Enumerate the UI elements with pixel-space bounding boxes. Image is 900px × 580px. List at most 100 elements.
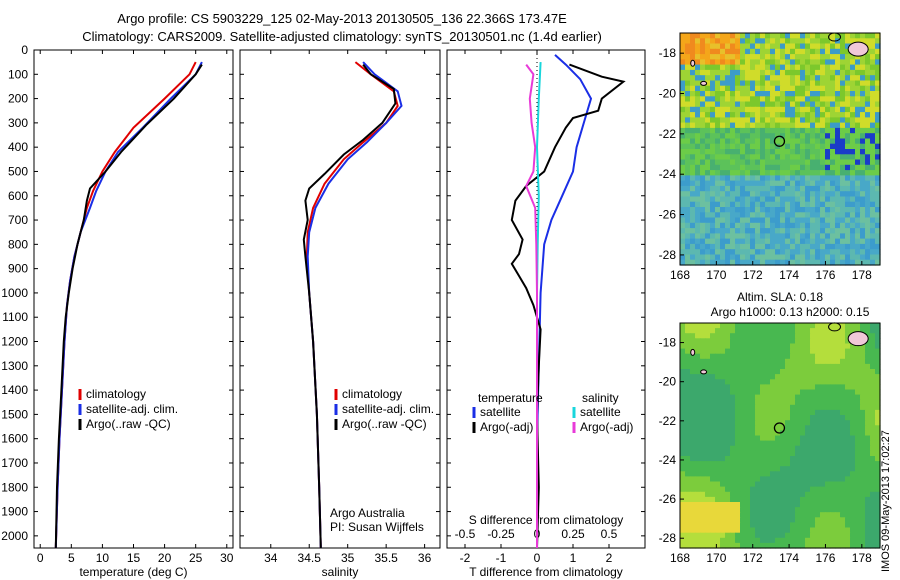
heatmap-cell	[840, 43, 846, 50]
heatmap-cell	[775, 404, 781, 411]
heatmap-cell	[780, 69, 786, 76]
heatmap-cell	[740, 159, 746, 166]
legend-label: satellite-adj. clim.	[86, 402, 178, 416]
legend-label: satellite	[580, 405, 621, 419]
heatmap-cell	[855, 154, 861, 161]
heatmap-cell	[860, 85, 866, 92]
heatmap-cell	[820, 409, 826, 416]
heatmap-cell	[710, 358, 716, 365]
heatmap-cell	[820, 532, 826, 539]
heatmap-cell	[755, 527, 761, 534]
heatmap-cell	[735, 399, 741, 406]
salinity-diff-tick-label: -0.25	[487, 527, 515, 541]
heatmap-cell	[725, 101, 731, 108]
map-ytick-label: -18	[659, 46, 677, 60]
heatmap-cell	[875, 440, 881, 447]
heatmap-cell	[860, 138, 866, 145]
heatmap-cell	[830, 249, 836, 256]
heatmap-cell	[795, 338, 801, 344]
heatmap-cell	[695, 33, 701, 39]
heatmap-cell	[775, 507, 781, 513]
heatmap-cell	[795, 249, 801, 256]
heatmap-cell	[850, 435, 856, 442]
heatmap-cell	[845, 450, 851, 457]
heatmap-cell	[755, 185, 761, 192]
heatmap-cell	[700, 348, 706, 355]
heatmap-cell	[730, 59, 736, 66]
heatmap-cell	[780, 415, 786, 421]
heatmap-cell	[795, 374, 801, 380]
heatmap-cell	[745, 491, 751, 498]
heatmap-cell	[735, 170, 741, 176]
heatmap-cell	[765, 532, 771, 539]
heatmap-cell	[800, 101, 806, 108]
heatmap-cell	[780, 363, 786, 370]
heatmap-cell	[850, 175, 856, 182]
heatmap-cell	[835, 180, 841, 187]
heatmap-cell	[830, 507, 836, 513]
heatmap-cell	[720, 143, 726, 150]
heatmap-cell	[820, 384, 826, 391]
heatmap-cell	[845, 409, 851, 416]
heatmap-cell	[750, 91, 756, 97]
heatmap-cell	[735, 517, 741, 523]
depth-tick-label: 200	[8, 92, 28, 106]
heatmap-cell	[875, 502, 881, 508]
heatmap-cell	[875, 486, 881, 493]
heatmap-cell	[840, 159, 846, 166]
heatmap-cell	[735, 64, 741, 71]
heatmap-cell	[810, 481, 816, 488]
heatmap-cell	[800, 180, 806, 187]
heatmap-cell	[800, 249, 806, 256]
heatmap-cell	[740, 476, 746, 483]
heatmap-cell	[720, 517, 726, 523]
heatmap-cell	[690, 502, 696, 508]
heatmap-cell	[825, 191, 831, 198]
heatmap-cell	[715, 445, 721, 452]
heatmap-cell	[710, 91, 716, 97]
heatmap-cell	[705, 363, 711, 370]
heatmap-cell	[680, 64, 686, 71]
heatmap-cell	[745, 54, 751, 60]
heatmap-cell	[710, 54, 716, 60]
heatmap-cell	[735, 430, 741, 437]
heatmap-cell	[720, 170, 726, 176]
heatmap-cell	[735, 369, 741, 375]
heatmap-cell	[775, 435, 781, 442]
heatmap-cell	[710, 522, 716, 529]
heatmap-cell	[795, 175, 801, 182]
heatmap-cell	[740, 201, 746, 208]
heatmap-cell	[830, 542, 836, 549]
heatmap-cell	[695, 133, 701, 140]
heatmap-cell	[785, 175, 791, 182]
heatmap-cell	[735, 537, 741, 544]
heatmap-cell	[865, 374, 871, 380]
sla-map-title-2: Argo h1000: 0.13 h2000: 0.15	[711, 305, 870, 319]
heatmap-cell	[705, 133, 711, 140]
heatmap-cell	[730, 527, 736, 534]
salinity-xlabel: salinity	[322, 565, 359, 579]
heatmap-cell	[740, 228, 746, 234]
heatmap-cell	[695, 212, 701, 219]
heatmap-cell	[870, 384, 876, 391]
heatmap-cell	[815, 445, 821, 452]
heatmap-cell	[860, 243, 866, 250]
heatmap-cell	[725, 466, 731, 472]
heatmap-cell	[710, 159, 716, 166]
heatmap-cell	[720, 389, 726, 396]
heatmap-cell	[845, 33, 851, 39]
heatmap-cell	[810, 456, 816, 462]
heatmap-cell	[875, 75, 881, 82]
heatmap-cell	[695, 384, 701, 391]
heatmap-cell	[840, 127, 846, 134]
heatmap-cell	[780, 80, 786, 87]
heatmap-cell	[765, 440, 771, 447]
heatmap-cell	[870, 91, 876, 97]
heatmap-cell	[825, 389, 831, 396]
heatmap-cell	[815, 54, 821, 60]
heatmap-cell	[860, 233, 866, 240]
heatmap-cell	[835, 85, 841, 92]
heatmap-cell	[735, 175, 741, 182]
heatmap-cell	[695, 254, 701, 261]
heatmap-cell	[755, 233, 761, 240]
